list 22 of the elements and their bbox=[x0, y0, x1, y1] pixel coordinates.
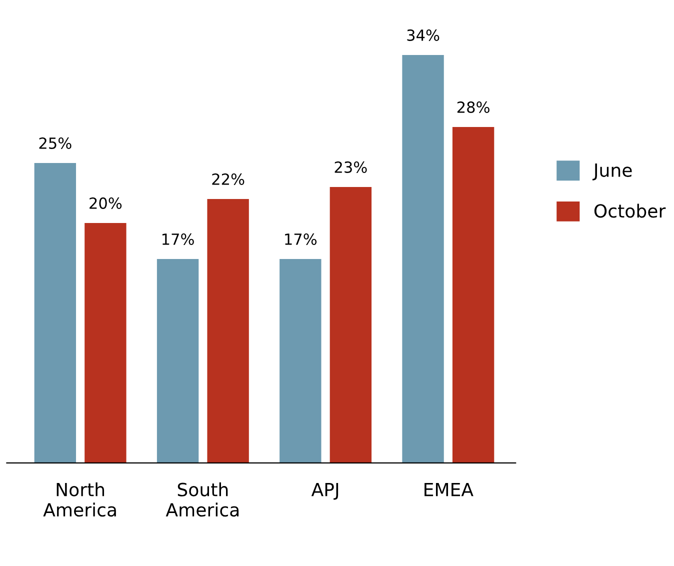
legend-label: June bbox=[592, 164, 632, 180]
data-label: 34% bbox=[407, 29, 440, 41]
x-tick-label: South America bbox=[166, 482, 239, 517]
bar bbox=[207, 199, 249, 463]
x-tick-label: EMEA bbox=[424, 482, 474, 496]
x-tick-label: APJ bbox=[311, 482, 338, 500]
data-label: 17% bbox=[162, 233, 194, 245]
bar bbox=[156, 259, 199, 463]
data-label: 17% bbox=[285, 233, 317, 245]
data-label: 25% bbox=[39, 137, 72, 149]
bar bbox=[452, 127, 494, 463]
bar bbox=[34, 163, 76, 463]
data-label: 20% bbox=[90, 197, 122, 209]
bar bbox=[402, 55, 444, 463]
bar bbox=[280, 259, 322, 463]
data-label: 23% bbox=[334, 161, 367, 173]
x-tick-label: North America bbox=[43, 482, 116, 517]
data-label: 22% bbox=[212, 173, 244, 185]
data-label: 28% bbox=[457, 101, 490, 113]
bar bbox=[84, 223, 126, 463]
bar bbox=[330, 187, 372, 463]
legend-label: October bbox=[594, 204, 666, 218]
